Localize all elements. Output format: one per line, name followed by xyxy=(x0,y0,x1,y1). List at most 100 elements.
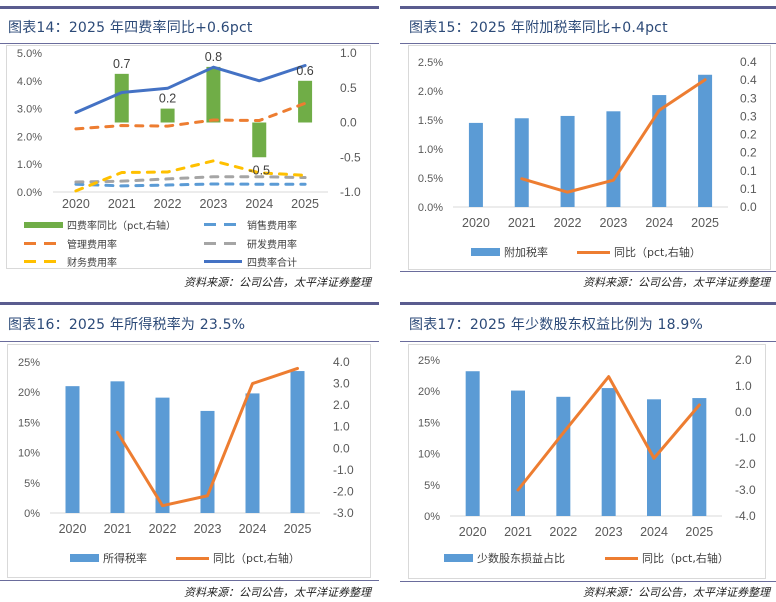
x-axis-category-label: 2023 xyxy=(194,522,222,536)
x-axis-category-label: 2021 xyxy=(108,197,136,211)
left-axis-tick-label: 5.0% xyxy=(17,48,42,60)
bar-data-label: 0.7 xyxy=(113,57,130,71)
right-axis-tick-label: 0.0 xyxy=(333,441,350,455)
left-axis-tick-label: 5% xyxy=(24,478,40,490)
source-rule xyxy=(400,581,776,582)
panel-top-rule xyxy=(400,6,776,9)
left-axis-tick-label: 0.0% xyxy=(17,187,42,199)
panel-top-rule xyxy=(0,302,379,305)
left-axis-tick-label: 10% xyxy=(18,448,40,460)
legend-swatch-bar xyxy=(444,554,473,562)
legend-label: 四费率合计 xyxy=(247,258,297,269)
series-line xyxy=(74,101,307,131)
source-note: 资料来源：公司公告，太平洋证券整理 xyxy=(184,586,371,599)
chart-title: 图表16：2025 年所得税率为 23.5% xyxy=(8,317,246,333)
legend-item: 销售费用率 xyxy=(204,217,297,232)
right-axis-tick-label: 0.0 xyxy=(340,116,357,130)
x-axis-category-label: 2023 xyxy=(600,216,628,230)
series-line xyxy=(516,375,701,492)
x-axis-category-label: 2024 xyxy=(239,522,267,536)
right-axis-tick-label: -1.0 xyxy=(340,185,361,199)
chart-area-1 xyxy=(6,45,371,269)
chart-area-2 xyxy=(408,45,771,270)
left-axis-tick-label: 1.5% xyxy=(418,115,443,127)
panel-top-rule xyxy=(400,302,776,305)
x-axis-category-label: 2022 xyxy=(149,522,177,536)
legend-label: 所得税率 xyxy=(103,552,147,565)
legend-label: 四费率同比（pct,右轴） xyxy=(67,221,176,232)
bar xyxy=(692,398,707,516)
legend-swatch-dash xyxy=(24,242,62,245)
bar xyxy=(606,111,621,207)
source-note: 资料来源：公司公告，太平洋证券整理 xyxy=(184,276,371,289)
bar xyxy=(206,66,221,123)
bar xyxy=(110,381,125,513)
legend-label: 同比（pct,右轴） xyxy=(642,552,729,565)
right-axis-tick-label: -1.0 xyxy=(735,431,756,445)
legend-item: 四费率同比（pct,右轴） xyxy=(24,217,176,232)
left-axis-tick-label: 15% xyxy=(418,417,440,429)
left-axis-tick-label: 2.0% xyxy=(418,86,443,98)
x-axis-category-label: 2025 xyxy=(685,525,713,539)
legend-label: 少数股东损益占比 xyxy=(477,552,565,565)
right-axis-tick-label: 0.1 xyxy=(740,164,757,178)
right-axis-tick-label: 4.0 xyxy=(333,355,350,369)
bar-data-label: 0.2 xyxy=(159,92,176,106)
legend-label: 销售费用率 xyxy=(247,221,297,232)
x-axis-category-label: 2022 xyxy=(549,525,577,539)
right-axis-tick-label: 1.0 xyxy=(333,420,350,434)
source-rule xyxy=(0,580,379,581)
right-axis-tick-label: 0.0 xyxy=(735,405,752,419)
title-rule xyxy=(400,43,776,44)
bar xyxy=(298,80,313,123)
x-axis-category-label: 2020 xyxy=(59,522,87,536)
legend-swatch-line xyxy=(204,260,242,263)
left-axis-tick-label: 20% xyxy=(418,386,440,398)
left-axis-tick-label: 2.0% xyxy=(17,131,42,143)
right-axis-tick-label: -4.0 xyxy=(735,509,756,523)
right-axis-tick-label: -3.0 xyxy=(333,506,354,520)
right-axis-tick-label: -2.0 xyxy=(735,457,756,471)
bar xyxy=(514,118,529,207)
chart-area-4 xyxy=(408,344,766,579)
right-axis-tick-label: -3.0 xyxy=(735,483,756,497)
title-rule xyxy=(0,341,379,342)
source-rule xyxy=(400,271,776,272)
bar xyxy=(245,393,260,513)
right-axis-tick-label: 0.1 xyxy=(740,182,757,196)
x-axis-category-label: 2024 xyxy=(245,197,273,211)
legend-item: 附加税率 xyxy=(471,244,548,260)
x-axis-category-label: 2021 xyxy=(504,525,532,539)
x-axis-category-label: 2021 xyxy=(104,522,132,536)
panel-top-rule xyxy=(0,6,379,9)
left-axis-tick-label: 20% xyxy=(18,387,40,399)
right-axis-tick-label: 2.0 xyxy=(735,353,752,367)
bar-data-label: 0.8 xyxy=(205,50,222,64)
legend-item: 少数股东损益占比 xyxy=(444,550,565,566)
left-axis-tick-label: 0% xyxy=(424,511,440,523)
legend-label: 管理费用率 xyxy=(67,240,117,251)
x-axis-category-label: 2025 xyxy=(691,216,719,230)
legend-item: 同比（pct,右轴） xyxy=(605,550,729,566)
left-axis-tick-label: 0% xyxy=(24,508,40,520)
source-note: 资料来源：公司公告，太平洋证券整理 xyxy=(583,586,770,599)
x-axis-category-label: 2025 xyxy=(291,197,319,211)
legend-label: 同比（pct,右轴） xyxy=(213,552,300,565)
left-axis-tick-label: 5% xyxy=(424,480,440,492)
legend-item: 四费率合计 xyxy=(204,254,297,269)
bar xyxy=(65,386,80,513)
x-axis-category-label: 2021 xyxy=(508,216,536,230)
series-line xyxy=(520,78,707,194)
bar xyxy=(601,388,616,516)
chart-area-3 xyxy=(7,344,371,578)
bar xyxy=(511,390,525,516)
right-axis-tick-label: 0.3 xyxy=(740,91,757,105)
right-axis-tick-label: -0.5 xyxy=(340,150,361,164)
series-line xyxy=(74,159,307,193)
right-axis-tick-label: 0.4 xyxy=(740,55,757,69)
x-axis-category-label: 2024 xyxy=(640,525,668,539)
right-axis-tick-label: -2.0 xyxy=(333,484,354,498)
bar xyxy=(252,122,267,158)
right-axis-tick-label: 0.0 xyxy=(740,200,757,214)
bar xyxy=(652,95,667,207)
